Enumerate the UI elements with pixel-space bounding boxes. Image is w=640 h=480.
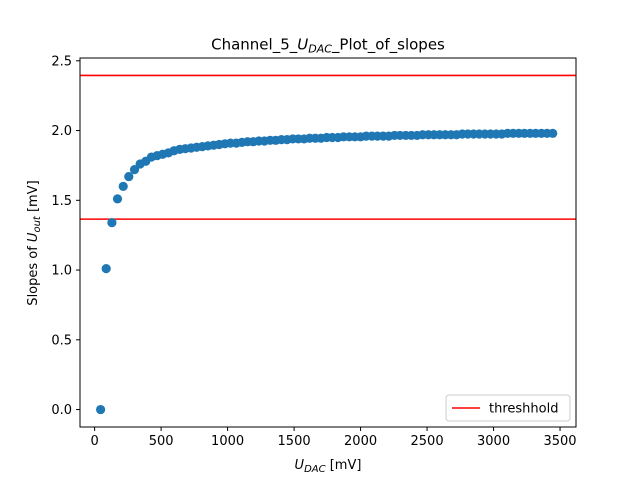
y-axis-label: Slopes of Uout [mV] <box>26 180 43 305</box>
y-tick-label: 2.5 <box>51 54 72 69</box>
data-point <box>96 404 106 415</box>
x-axis-label: UDAC [mV] <box>295 458 362 475</box>
data-point <box>124 171 134 182</box>
data-point <box>129 165 140 175</box>
legend-box <box>445 394 571 422</box>
data-point <box>548 128 558 138</box>
plot-area <box>80 74 576 415</box>
data-point <box>112 194 123 204</box>
y-tick-label: 1.5 <box>51 194 72 209</box>
y-tick-label: 0.0 <box>51 403 72 418</box>
x-axis-ticks: 0 500 1000 1500 2000 2500 3000 3500 <box>90 427 577 449</box>
legend: threshhold <box>445 394 571 422</box>
x-tick-label: 1000 <box>211 434 244 449</box>
axes-frame <box>79 57 577 428</box>
x-tick-label: 3000 <box>477 434 510 449</box>
threshold-lines <box>80 74 576 220</box>
x-tick-label: 2000 <box>344 434 377 449</box>
data-points <box>96 128 558 415</box>
data-point <box>101 264 111 274</box>
x-tick-label: 1500 <box>278 434 311 449</box>
x-tick-label: 500 <box>149 434 174 449</box>
y-tick-label: 0.5 <box>51 333 72 348</box>
data-point <box>118 181 128 191</box>
y-tick-label: 1.0 <box>51 264 72 279</box>
x-tick-label: 2500 <box>411 434 444 449</box>
x-tick-label: 3500 <box>543 434 576 449</box>
y-axis-ticks: 0.0 0.5 1.0 1.5 2.0 2.5 <box>51 54 80 418</box>
legend-label-threshhold: threshhold <box>489 402 558 417</box>
x-tick-label: 0 <box>90 434 98 449</box>
chart-title: Channel_5_UDAC_Plot_of_slopes <box>211 36 445 56</box>
y-tick-label: 2.0 <box>51 124 72 139</box>
data-point <box>107 218 117 228</box>
